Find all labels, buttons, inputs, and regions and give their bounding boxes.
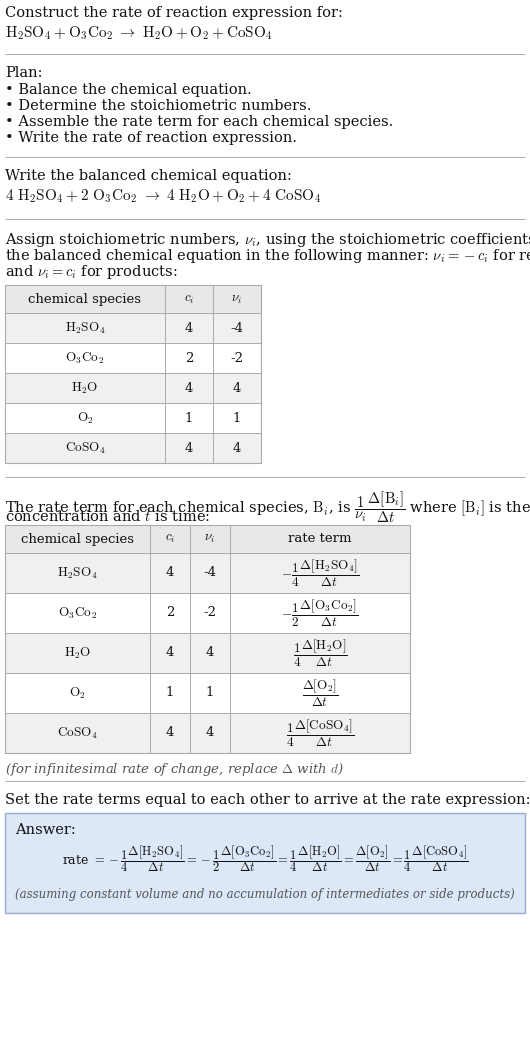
Bar [5,525,410,553]
Text: $\mathrm{O_3Co_2}$: $\mathrm{O_3Co_2}$ [65,350,104,366]
Bar [5,525,410,753]
Text: 1: 1 [185,411,193,425]
Text: $\dfrac{1}{4}\dfrac{\Delta[\mathrm{CoSO_4}]}{\Delta t}$: $\dfrac{1}{4}\dfrac{\Delta[\mathrm{CoSO_… [286,718,354,749]
Text: The rate term for each chemical species, $\mathrm{B}_i$, is $\dfrac{1}{\nu_i}\df: The rate term for each chemical species,… [5,488,530,524]
Text: -2: -2 [231,351,243,364]
Text: $-\dfrac{1}{2}\dfrac{\Delta[\mathrm{O_3Co_2}]}{\Delta t}$: $-\dfrac{1}{2}\dfrac{\Delta[\mathrm{O_3C… [281,597,359,629]
Text: 4: 4 [166,727,174,740]
Text: Write the balanced chemical equation:: Write the balanced chemical equation: [5,169,292,183]
Text: 4: 4 [185,321,193,335]
Text: $\mathrm{O_2}$: $\mathrm{O_2}$ [69,685,86,701]
Text: the balanced chemical equation in the following manner: $\nu_i = -c_i$ for react: the balanced chemical equation in the fo… [5,247,530,265]
Text: • Balance the chemical equation.: • Balance the chemical equation. [5,83,252,97]
Text: $\mathrm{H_2O}$: $\mathrm{H_2O}$ [71,381,99,395]
Bar [5,285,261,463]
Bar [5,433,261,463]
Text: concentration and $t$ is time:: concentration and $t$ is time: [5,509,210,524]
Text: $\mathrm{H_2SO_4}$: $\mathrm{H_2SO_4}$ [65,320,105,336]
Text: • Assemble the rate term for each chemical species.: • Assemble the rate term for each chemic… [5,115,393,129]
Text: • Write the rate of reaction expression.: • Write the rate of reaction expression. [5,131,297,145]
Text: $c_i$: $c_i$ [165,532,175,546]
Text: Construct the rate of reaction expression for:: Construct the rate of reaction expressio… [5,6,343,20]
Bar [5,673,410,713]
Text: -4: -4 [204,567,216,579]
Text: Assign stoichiometric numbers, $\nu_i$, using the stoichiometric coefficients, $: Assign stoichiometric numbers, $\nu_i$, … [5,231,530,249]
Bar [5,713,410,753]
Text: $\mathrm{H_2SO_4}$: $\mathrm{H_2SO_4}$ [57,565,98,581]
Text: $\dfrac{\Delta[\mathrm{O_2}]}{\Delta t}$: $\dfrac{\Delta[\mathrm{O_2}]}{\Delta t}$ [302,678,338,708]
Text: • Determine the stoichiometric numbers.: • Determine the stoichiometric numbers. [5,99,312,113]
Text: $-\dfrac{1}{4}\dfrac{\Delta[\mathrm{H_2SO_4}]}{\Delta t}$: $-\dfrac{1}{4}\dfrac{\Delta[\mathrm{H_2S… [281,558,359,589]
Bar [5,373,261,403]
Bar [5,343,261,373]
Bar [5,403,261,433]
Text: 4: 4 [206,646,214,659]
Text: rate term: rate term [288,532,352,546]
Text: 2: 2 [166,607,174,619]
Text: Set the rate terms equal to each other to arrive at the rate expression:: Set the rate terms equal to each other t… [5,793,530,808]
Text: $\mathrm{O_2}$: $\mathrm{O_2}$ [76,410,93,426]
Bar [5,313,261,343]
Text: $\mathrm{CoSO_4}$: $\mathrm{CoSO_4}$ [57,725,98,741]
Text: $\dfrac{1}{4}\dfrac{\Delta[\mathrm{H_2O}]}{\Delta t}$: $\dfrac{1}{4}\dfrac{\Delta[\mathrm{H_2O}… [293,637,347,668]
Text: chemical species: chemical species [21,532,134,546]
Text: 4: 4 [233,382,241,394]
Text: rate $= -\dfrac{1}{4}\dfrac{\Delta[\mathrm{H_2SO_4}]}{\Delta t}= -\dfrac{1}{2}\d: rate $= -\dfrac{1}{4}\dfrac{\Delta[\math… [61,843,469,873]
Text: 4: 4 [185,441,193,455]
Text: chemical species: chemical species [29,293,142,305]
Text: Answer:: Answer: [15,823,76,837]
Bar [5,813,525,913]
Text: $\nu_i$: $\nu_i$ [205,532,216,546]
Text: $c_i$: $c_i$ [184,293,194,305]
Text: (assuming constant volume and no accumulation of intermediates or side products): (assuming constant volume and no accumul… [15,888,515,901]
Bar [5,285,261,313]
Text: Plan:: Plan: [5,66,42,79]
Text: 2: 2 [185,351,193,364]
Text: $\mathrm{H_2O}$: $\mathrm{H_2O}$ [64,645,91,661]
Text: 4: 4 [206,727,214,740]
Text: $\nu_i$: $\nu_i$ [232,293,243,305]
Text: and $\nu_i = c_i$ for products:: and $\nu_i = c_i$ for products: [5,263,178,281]
Text: 1: 1 [206,686,214,700]
Text: $\mathrm{CoSO_4}$: $\mathrm{CoSO_4}$ [65,440,105,456]
Bar [5,633,410,673]
Text: (for infinitesimal rate of change, replace $\Delta$ with $d$): (for infinitesimal rate of change, repla… [5,761,344,778]
Text: $\mathrm{O_3Co_2}$: $\mathrm{O_3Co_2}$ [58,606,97,620]
Text: 4: 4 [166,567,174,579]
Text: $\mathrm{H_2SO_4 + O_3Co_2\ \rightarrow\ H_2O + O_2 + CoSO_4}$: $\mathrm{H_2SO_4 + O_3Co_2\ \rightarrow\… [5,24,273,42]
Text: $\mathrm{4\ H_2SO_4 + 2\ O_3Co_2\ \rightarrow\ 4\ H_2O + O_2 + 4\ CoSO_4}$: $\mathrm{4\ H_2SO_4 + 2\ O_3Co_2\ \right… [5,187,321,205]
Bar [5,593,410,633]
Text: 1: 1 [166,686,174,700]
Text: 1: 1 [233,411,241,425]
Text: 4: 4 [233,441,241,455]
Text: 4: 4 [166,646,174,659]
Bar [5,553,410,593]
Text: -2: -2 [204,607,216,619]
Text: 4: 4 [185,382,193,394]
Text: -4: -4 [231,321,243,335]
